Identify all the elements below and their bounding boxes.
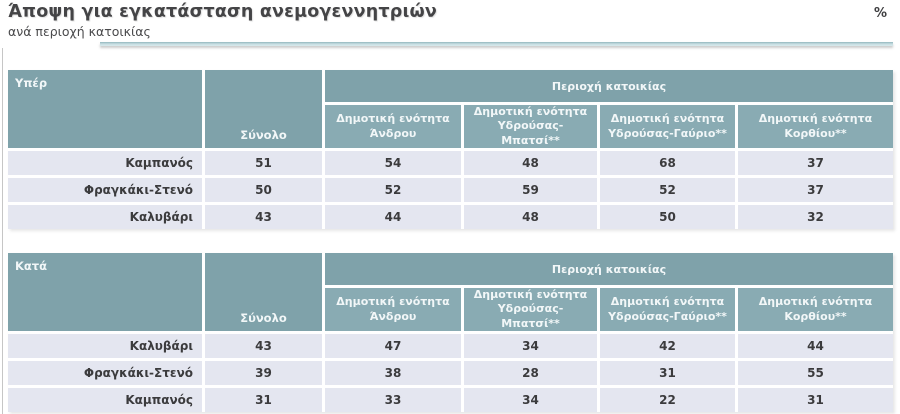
value-cell: 38 [325,361,461,385]
table-against: Κατά Σύνολο Περιοχή κατοικίας Δημοτική ε… [8,253,893,412]
value-cell: 32 [738,205,893,229]
value-cell: 34 [464,334,597,358]
value-cell: 42 [600,334,735,358]
page-subtitle: ανά περιοχή κατοικίας [8,24,151,39]
stance-header-against: Κατά [8,253,202,331]
region-group-header: Περιοχή κατοικίας [325,70,893,102]
page-title: Άποψη για εγκατάσταση ανεμογεννητριών [8,2,438,22]
value-cell: 50 [600,205,735,229]
row-label: Καμπανός [8,388,202,412]
total-column-header: Σύνολο [205,70,322,148]
row-label: Φραγκάκι-Στενό [8,361,202,385]
value-cell: 44 [738,334,893,358]
area-column-header-korthiou: Δημοτική ενότητα Κορθίου** [738,288,893,331]
table-favor: Υπέρ Σύνολο Περιοχή κατοικίας Δημοτική ε… [8,70,893,229]
area-column-header-ydrousas-gavrio: Δημοτική ενότητα Υδρούσας-Γαύριο** [600,288,735,331]
value-cell: 22 [600,388,735,412]
value-cell: 39 [205,361,322,385]
value-cell: 55 [738,361,893,385]
value-cell: 52 [325,178,461,202]
value-cell: 37 [738,178,893,202]
stance-header-favor: Υπέρ [8,70,202,148]
value-cell: 31 [600,361,735,385]
value-cell: 43 [205,334,322,358]
value-cell: 48 [464,205,597,229]
value-cell: 68 [600,151,735,175]
frame-left-border [2,48,3,414]
value-cell: 33 [325,388,461,412]
area-column-header-ydrousas-batsi: Δημοτική ενότητα Υδρούσας-Μπατσί** [464,105,597,148]
value-cell: 34 [464,388,597,412]
total-column-header: Σύνολο [205,253,322,331]
area-column-header-androu: Δημοτική ενότητα Άνδρου [325,105,461,148]
area-column-header-ydrousas-batsi: Δημοτική ενότητα Υδρούσας-Μπατσί** [464,288,597,331]
row-label: Καμπανός [8,151,202,175]
value-cell: 51 [205,151,322,175]
region-group-header: Περιοχή κατοικίας [325,253,893,285]
area-column-header-androu: Δημοτική ενότητα Άνδρου [325,288,461,331]
value-cell: 54 [325,151,461,175]
row-label: Φραγκάκι-Στενό [8,178,202,202]
value-cell: 47 [325,334,461,358]
row-label: Καλυβάρι [8,334,202,358]
value-cell: 37 [738,151,893,175]
value-cell: 28 [464,361,597,385]
value-cell: 59 [464,178,597,202]
row-label: Καλυβάρι [8,205,202,229]
value-cell: 31 [205,388,322,412]
unit-percent-label: % [873,6,887,21]
area-column-header-korthiou: Δημοτική ενότητα Κορθίου** [738,105,893,148]
value-cell: 50 [205,178,322,202]
value-cell: 48 [464,151,597,175]
value-cell: 31 [738,388,893,412]
value-cell: 44 [325,205,461,229]
value-cell: 43 [205,205,322,229]
title-underline-bar [100,42,893,46]
area-column-header-ydrousas-gavrio: Δημοτική ενότητα Υδρούσας-Γαύριο** [600,105,735,148]
value-cell: 52 [600,178,735,202]
